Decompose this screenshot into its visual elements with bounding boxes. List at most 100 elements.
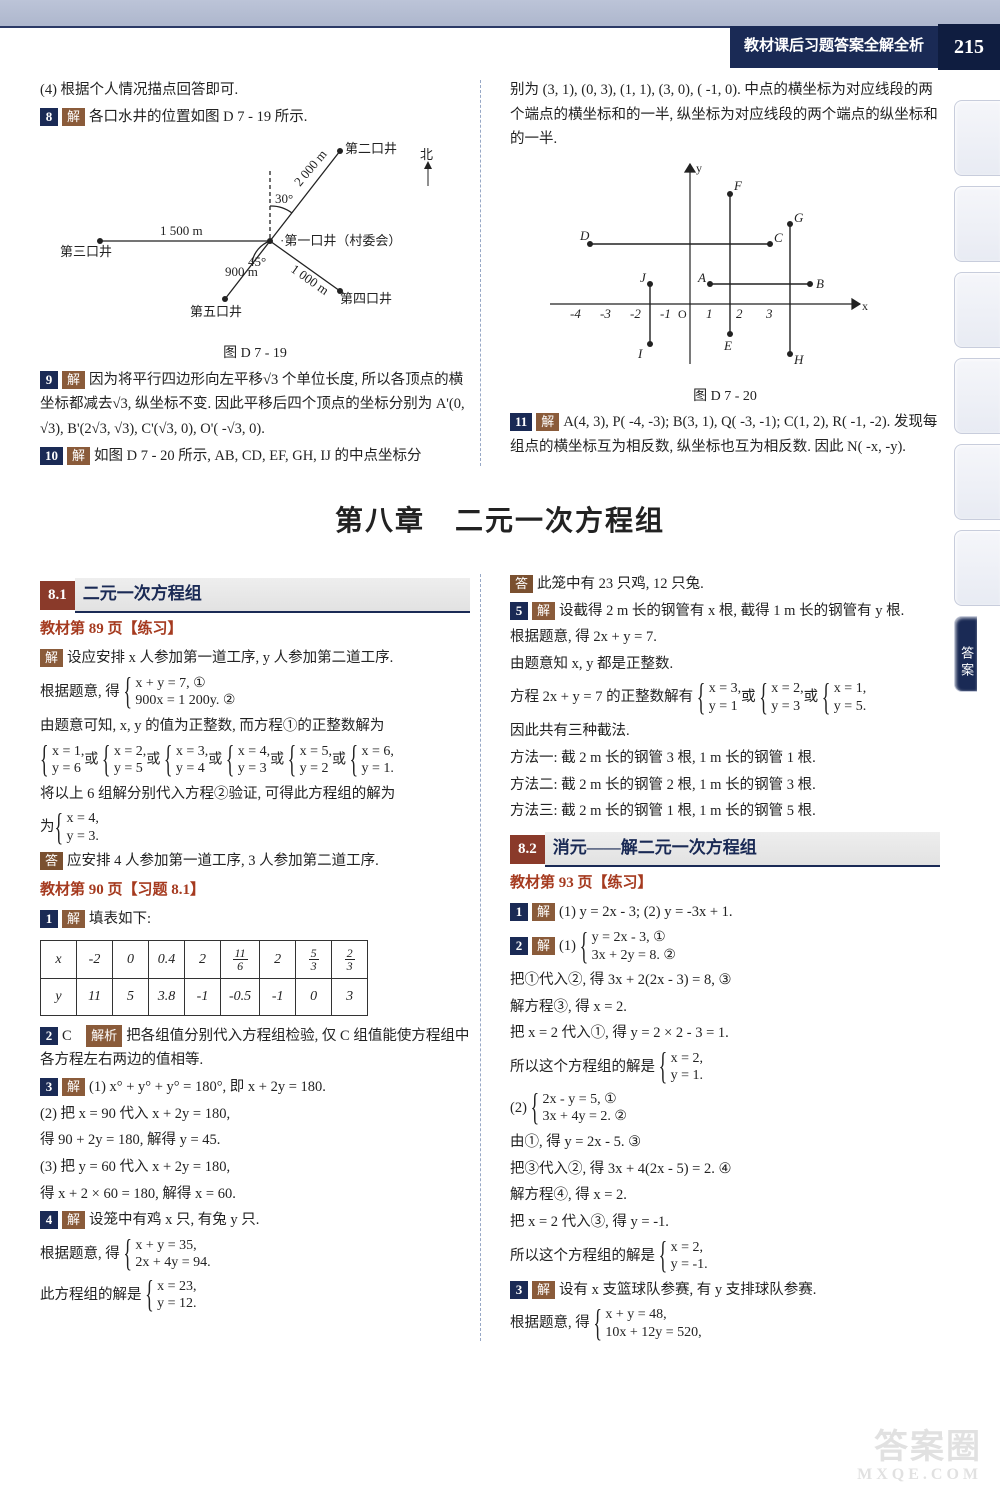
svg-text:-1: -1 [660,306,671,321]
svg-text:-3: -3 [600,306,611,321]
p93-2h: 解方程④, 得 x = 2. [510,1183,940,1208]
svg-text:-4: -4 [570,306,581,321]
p90-5d-pre: 方程 2x + y = 7 的正整数解有 [510,689,693,705]
brace-93-2: y = 2x - 3, ① 3x + 2y = 8. ② [580,929,676,964]
brace-93-2j: x = 2, y = -1. [659,1239,708,1274]
brace-4c: x = 23, y = 12. [145,1278,196,1313]
p10-text: 如图 D 7 - 20 所示, AB, CD, EF, GH, IJ 的中点坐标… [94,448,422,464]
p90-3-2b: 得 90 + 2y = 180, 解得 y = 45. [40,1128,470,1153]
svg-text:J: J [640,270,647,285]
badge-3: 3 [40,1078,58,1096]
brace-93-2d: x = 2, y = 1. [659,1050,703,1085]
p93-2a: 把①代入②, 得 3x + 2(2x - 3) = 8, ③ [510,968,940,993]
jiexi-badge: 解析 [86,1025,122,1047]
p90-4b-pre: 根据题意, 得 [40,1246,120,1262]
ref-93: 教材第 93 页【练习】 [510,871,940,897]
svg-text:C: C [774,230,783,245]
sec-num-82: 8.2 [510,835,545,865]
badge-1b: 1 [510,903,528,921]
badge-10: 10 [40,447,63,465]
svg-text:O: O [678,307,687,321]
xy-table: x-200.4211625323 y1153.8-1-0.5-103 [40,940,368,1016]
tab-3[interactable] [954,272,1000,348]
badge-2b: 2 [510,937,528,955]
p90-3-3b: 得 x + 2 × 60 = 180, 解得 x = 60. [40,1182,470,1207]
svg-text:2 000 m: 2 000 m [291,147,330,189]
svg-text:y: y [696,161,702,175]
svg-text:I: I [637,346,643,361]
sec-title-81: 二元一次方程组 [75,578,470,613]
lower-left-column: 8.1 二元一次方程组 教材第 89 页【练习】 解设应安排 x 人参加第一道工… [40,570,470,1345]
svg-text:D: D [579,228,590,243]
upper-content: (4) 根据个人情况描点回答即可. 8 解 各口水井的位置如图 D 7 - 19 所… [0,66,1000,480]
figcap-d7-20: 图 D 7 - 20 [510,385,940,409]
svg-text:345 12345: 345 12345 -1-2 [765,306,773,321]
p93-2e-pre: (2) [510,1100,527,1116]
lower-content: 8.1 二元一次方程组 教材第 89 页【练习】 解设应安排 x 人参加第一道工… [0,560,1000,1355]
p11-text: A(4, 3), P( -4, -3); B(3, 1), Q( -3, -1)… [510,414,937,455]
brace-93-3b: x + y = 48, 10x + 12y = 520, [593,1306,701,1341]
p10-cont: 别为 (3, 1), (0, 3), (1, 1), (3, 0), ( -1,… [510,78,940,152]
p90-3-1: (1) x° + y° + y° = 180°, 即 x + 2y = 180. [89,1079,326,1095]
jie-badge: 解 [532,602,555,620]
chapter-title: 第八章 二元一次方程组 [0,498,1000,546]
brace-89: x + y = 7, ① 900x = 1 200y. ② [123,675,235,710]
column-divider [480,80,500,466]
jie-badge: 解 [532,903,555,921]
svg-text:-2: -2 [630,306,641,321]
p90-5c: 由题意知 x, y 都是正整数. [510,652,940,677]
svg-text:E: E [723,338,732,353]
jie-badge: 解 [532,1281,555,1299]
p93-2d-pre: 所以这个方程组的解是 [510,1059,655,1075]
tab-1[interactable] [954,100,1000,176]
section-8-2-bar: 8.2 消元——解二元一次方程组 [510,832,940,867]
p90-5f3: 方法三: 截 2 m 长的钢管 1 根, 1 m 长的钢管 5 根. [510,799,940,824]
tab-4[interactable] [954,358,1000,434]
section-8-1-bar: 8.1 二元一次方程组 [40,578,470,613]
sec-title-82: 消元——解二元一次方程组 [545,832,940,867]
jie-badge: 解 [532,937,555,955]
badge-8: 8 [40,108,58,126]
brace-93-2e: 2x - y = 5, ① 3x + 4y = 2. ② [531,1091,627,1126]
tab-6[interactable] [954,530,1000,606]
p93-2f: 由①, 得 y = 2x - 5. ③ [510,1130,940,1155]
jie-badge: 解 [62,371,85,389]
brace-4b: x + y = 35, 2x + 4y = 94. [123,1237,210,1272]
svg-text:第五口井: 第五口井 [190,304,242,319]
six-solutions: x = 1,y = 6或 x = 2,y = 5或 x = 3,y = 4或 x… [40,741,470,780]
tab-5[interactable] [954,444,1000,520]
ref-90: 教材第 90 页【习题 8.1】 [40,878,470,904]
p8-text: 各口水井的位置如图 D 7 - 19 所示. [89,109,307,125]
top-strip [0,0,1000,28]
svg-text:第二口井: 第二口井 [345,141,397,156]
figure-d7-20: yx O [510,154,890,374]
p90-4a: 设笼中有鸡 x 只, 有兔 y 只. [89,1212,259,1228]
upper-left-column: (4) 根据个人情况描点回答即可. 8 解 各口水井的位置如图 D 7 - 19 所… [40,76,470,470]
page-header: 教材课后习题答案全解全析 215 [0,28,1000,66]
badge-9: 9 [40,371,58,389]
p90-5e: 因此共有三种截法. [510,719,940,744]
badge-3b: 3 [510,1281,528,1299]
p90-5b: 根据题意, 得 2x + y = 7. [510,625,940,650]
badge-1: 1 [40,910,58,928]
tab-active-answers[interactable]: 答案 [954,616,977,692]
p90-1: 填表如下: [89,911,151,927]
svg-text:45°: 45° [248,254,266,269]
line-4: (4) 根据个人情况描点回答即可. [40,78,470,103]
p90-2pre: C [62,1028,86,1044]
p90-3-2a: (2) 把 x = 90 代入 x + 2y = 180, [40,1102,470,1127]
page-number: 215 [938,24,1000,70]
p9-text: 因为将平行四边形向左平移√3 个单位长度, 所以各顶点的横坐标都减去√3, 纵坐… [40,372,465,437]
final-brace: x = 4, y = 3. [55,810,99,845]
tab-2[interactable] [954,186,1000,262]
jie-badge: 解 [62,1211,85,1229]
p93-2b: 解方程③, 得 x = 2. [510,995,940,1020]
figure-d7-19: 第二口井 北 30° 2 000 m 1 500 m ·第一口井（村委会） 第三… [40,131,460,331]
svg-text:2: 2 [736,306,743,321]
sec-num-81: 8.1 [40,581,75,611]
svg-text:A: A [697,270,706,285]
svg-text:G: G [794,210,804,225]
jie-badge: 解 [67,447,90,465]
svg-text:F: F [733,178,743,193]
p89a: 设应安排 x 人参加第一道工序, y 人参加第二道工序. [67,650,393,666]
